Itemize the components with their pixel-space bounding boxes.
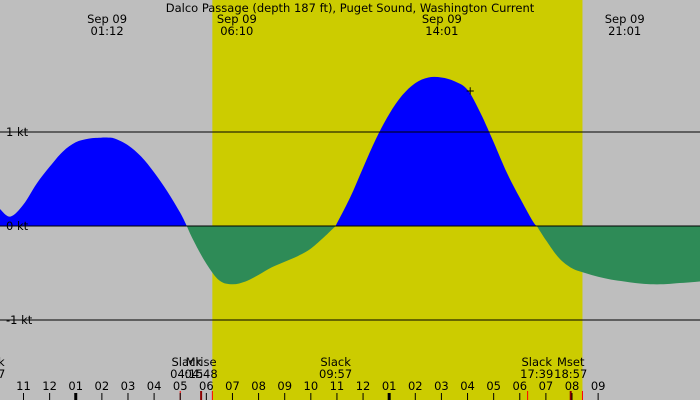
hour-tick-label: 08 [251, 379, 266, 393]
hour-tick-label: 06 [512, 379, 527, 393]
hour-tick-label: 05 [486, 379, 501, 393]
y-tick-label: 1 kt [6, 125, 29, 139]
event-name-label: Mset [557, 355, 585, 369]
hour-tick-label: 05 [173, 379, 188, 393]
event-time-label: 04:15 [170, 367, 203, 381]
top-time-label: 21:01 [608, 24, 641, 38]
event-time-label: 17:39 [520, 367, 553, 381]
hour-tick-label: 01 [68, 379, 83, 393]
flood-area-0 [0, 137, 188, 227]
hour-tick-label: 07 [539, 379, 554, 393]
top-time-label: 06:10 [220, 24, 253, 38]
top-date-label: Sep 09 [422, 12, 462, 26]
gridline-layer: 1 kt 0 kt -1 kt [0, 125, 700, 327]
hour-tick-label: 09 [277, 379, 292, 393]
top-time-label: 01:12 [91, 24, 124, 38]
chart-title: Dalco Passage (depth 187 ft), Puget Soun… [166, 1, 535, 15]
event-name-label: k [0, 355, 5, 369]
hour-tick-label: 04 [147, 379, 162, 393]
hour-tick-label: 10 [304, 379, 319, 393]
current-position-marker: + [465, 84, 475, 98]
hour-tick-label: 03 [434, 379, 449, 393]
hour-tick-label: 01 [382, 379, 397, 393]
top-time-label: 14:01 [425, 24, 458, 38]
ebb-area-1 [186, 226, 336, 285]
y-tick-label: -1 kt [6, 313, 33, 327]
event-name-label: Mrise [186, 355, 217, 369]
hour-axis: 11 12 01 02 03 04 05 06 07 08 09 10 11 12 01 02 03 04 05 06… [16, 379, 605, 400]
event-name-label: Slack [521, 355, 552, 369]
event-time-label: 04:48 [185, 367, 218, 381]
hour-tick-label: 03 [121, 379, 136, 393]
event-name-label: Slack [320, 355, 351, 369]
hour-tick-label: 02 [95, 379, 110, 393]
hour-tick-label: 08 [565, 379, 580, 393]
hour-tick-label: 12 [356, 379, 371, 393]
event-time-label: 7 [0, 367, 5, 381]
hour-tick-label: 07 [225, 379, 240, 393]
current-marker-layer: + [465, 84, 475, 98]
event-labels: k7Slack04:15Mrise04:48Slack09:57Slack17:… [0, 355, 587, 400]
hour-tick-label: 04 [460, 379, 475, 393]
event-time-label: 09:57 [319, 367, 352, 381]
flood-area-2 [334, 76, 538, 229]
ebb-area-3 [536, 226, 700, 285]
hour-tick-label: 09 [591, 379, 606, 393]
hour-tick-label: 11 [330, 379, 345, 393]
hour-tick-label: 12 [42, 379, 57, 393]
top-date-label: Sep 09 [87, 12, 127, 26]
event-time-label: 18:57 [554, 367, 587, 381]
hour-tick-label: 06 [199, 379, 214, 393]
top-date-label: Sep 09 [217, 12, 257, 26]
y-tick-label: 0 kt [6, 219, 29, 233]
current-area-layer [0, 76, 700, 285]
hour-tick-label: 02 [408, 379, 423, 393]
event-name-label: Slack [171, 355, 202, 369]
top-date-label: Sep 09 [605, 12, 645, 26]
hour-tick-label: 11 [16, 379, 31, 393]
